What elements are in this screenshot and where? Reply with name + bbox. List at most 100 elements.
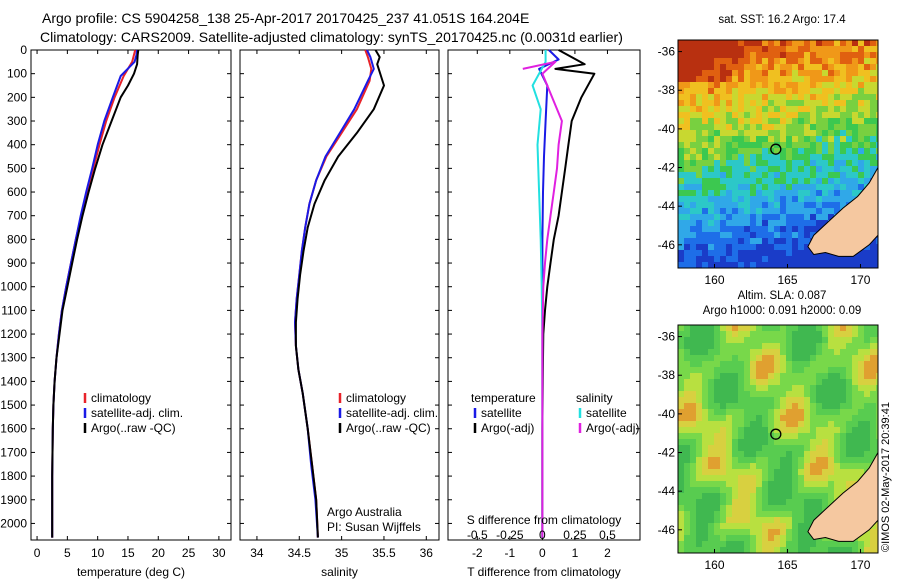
map-cell: [798, 511, 804, 517]
map-cell: [732, 250, 738, 256]
map-cell: [810, 166, 816, 172]
map-cell: [756, 52, 762, 58]
map-cell: [876, 250, 878, 256]
map-cell: [828, 82, 834, 88]
map-cell: [780, 166, 786, 172]
map-cell: [756, 523, 762, 529]
map-cell: [852, 100, 858, 106]
map-cell: [696, 457, 702, 463]
map-cell: [846, 397, 852, 403]
map-cell: [726, 409, 732, 415]
map-cell: [804, 256, 810, 262]
map-cell: [678, 166, 684, 172]
map-cell: [822, 499, 828, 505]
map-cell: [828, 124, 834, 130]
map-cell: [696, 343, 702, 349]
map-cell: [720, 343, 726, 349]
map-cell: [786, 517, 792, 523]
map-cell: [834, 541, 840, 547]
map-cell: [858, 256, 864, 262]
map-cell: [798, 439, 804, 445]
map-cell: [744, 469, 750, 475]
map-cell: [690, 367, 696, 373]
map-cell: [852, 142, 858, 148]
map-cell: [750, 505, 756, 511]
map-cell: [756, 232, 762, 238]
map-cell: [738, 214, 744, 220]
map-cell: [702, 493, 708, 499]
map-cell: [684, 106, 690, 112]
map-cell: [810, 208, 816, 214]
map-cell: [798, 487, 804, 493]
map-cell: [714, 361, 720, 367]
map-cell: [780, 421, 786, 427]
map-cell: [792, 184, 798, 190]
map-cell: [822, 331, 828, 337]
map-cell: [708, 190, 714, 196]
map-cell: [744, 256, 750, 262]
map-cell: [798, 220, 804, 226]
map-cell: [750, 130, 756, 136]
map-cell: [774, 58, 780, 64]
map-cell: [834, 349, 840, 355]
map-cell: [822, 64, 828, 70]
map-cell: [852, 70, 858, 76]
map-cell: [714, 46, 720, 52]
map-cell: [870, 52, 876, 58]
map-cell: [684, 190, 690, 196]
map-cell: [870, 457, 876, 463]
map-cell: [708, 70, 714, 76]
map-cell: [816, 463, 822, 469]
map-cell: [738, 511, 744, 517]
map-cell: [786, 487, 792, 493]
map-cell: [732, 475, 738, 481]
map-cell: [858, 118, 864, 124]
map-cell: [870, 250, 876, 256]
map-cell: [792, 511, 798, 517]
map-cell: [846, 58, 852, 64]
map-cell: [750, 397, 756, 403]
map-cell: [708, 160, 714, 166]
map-cell: [714, 541, 720, 547]
map-cell: [804, 433, 810, 439]
map-cell: [840, 349, 846, 355]
map-cell: [828, 463, 834, 469]
map-cell: [798, 52, 804, 58]
map-cell: [738, 439, 744, 445]
map-cell: [816, 349, 822, 355]
map-cell: [810, 517, 816, 523]
map-cell: [744, 517, 750, 523]
map-cell: [768, 166, 774, 172]
map-cell: [834, 142, 840, 148]
map-cell: [708, 166, 714, 172]
map-cell: [744, 154, 750, 160]
map-cell: [720, 325, 726, 331]
map-cell: [732, 523, 738, 529]
series-climatology: [294, 49, 373, 538]
map-cell: [702, 244, 708, 250]
map-cell: [828, 70, 834, 76]
map-cell: [726, 262, 732, 268]
map-cell: [780, 184, 786, 190]
map-cell: [714, 40, 720, 46]
map-cell: [756, 493, 762, 499]
map-cell: [816, 415, 822, 421]
map-cell: [834, 46, 840, 52]
map-cell: [702, 52, 708, 58]
map-cell: [852, 457, 858, 463]
map-cell: [840, 451, 846, 457]
map-cell: [684, 184, 690, 190]
map-cell: [810, 118, 816, 124]
map-cell: [762, 397, 768, 403]
map-cell: [792, 52, 798, 58]
map-cell: [738, 535, 744, 541]
map-cell: [690, 415, 696, 421]
map-cell: [726, 421, 732, 427]
map-cell: [858, 361, 864, 367]
map-cell: [852, 64, 858, 70]
map-cell: [804, 220, 810, 226]
map-cell: [828, 373, 834, 379]
map-cell: [858, 415, 864, 421]
map-cell: [714, 154, 720, 160]
map-cell: [774, 505, 780, 511]
